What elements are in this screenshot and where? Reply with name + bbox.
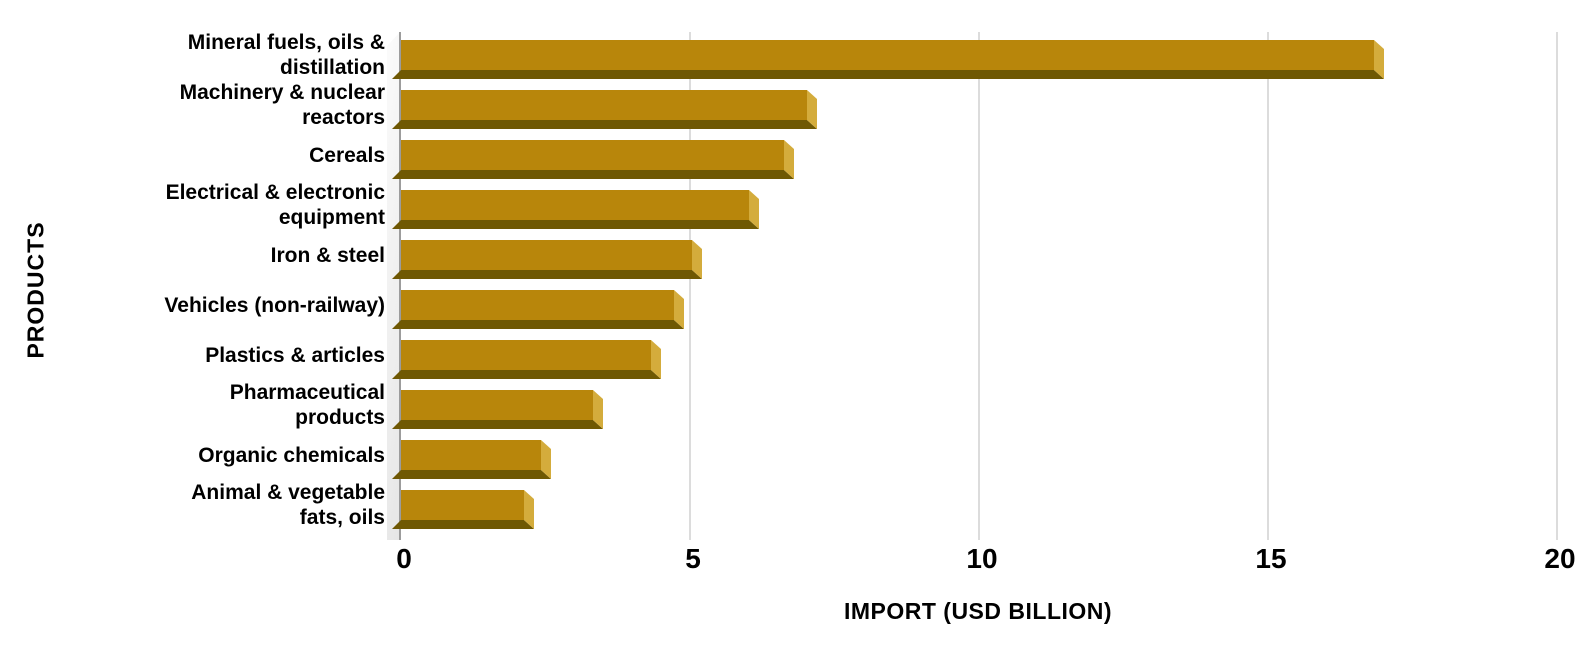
bar xyxy=(392,240,702,279)
category-label: Vehicles (non-railway) xyxy=(164,293,385,317)
bar-row: Pharmaceutical products xyxy=(0,381,1587,434)
category-label: Mineral fuels, oils & distillation xyxy=(187,31,385,79)
bar-end-bevel xyxy=(692,240,702,279)
bar-row: Iron & steel xyxy=(0,234,1587,284)
category-label: Cereals xyxy=(309,143,385,167)
x-tick-label: 20 xyxy=(1544,543,1576,574)
x-tick-label: 10 xyxy=(966,543,998,574)
bar-row: Vehicles (non-railway) xyxy=(0,284,1587,334)
category-label: Machinery & nuclear reactors xyxy=(179,81,385,129)
bar-end-bevel xyxy=(1374,40,1384,79)
category-label: Organic chemicals xyxy=(198,443,385,467)
bar-bottom-shade xyxy=(392,270,702,279)
bar-face xyxy=(401,40,1374,70)
plot-wall-3d xyxy=(387,32,400,540)
bar-face xyxy=(401,390,593,420)
x-tick-label: 15 xyxy=(1255,543,1287,574)
category-label: Pharmaceutical products xyxy=(229,381,385,429)
bar-row: Cereals xyxy=(0,134,1587,184)
bar-row: Plastics & articles xyxy=(0,334,1587,384)
bar-face xyxy=(401,340,651,370)
gridline xyxy=(689,32,691,540)
bar-face xyxy=(401,190,749,220)
bar xyxy=(392,340,661,379)
bar-end-bevel xyxy=(524,490,534,529)
bar-row: Electrical & electronic equipment xyxy=(0,181,1587,234)
category-label: Animal & vegetable fats, oils xyxy=(191,481,385,529)
bar-face xyxy=(401,240,692,270)
bar-bottom-shade xyxy=(392,320,684,329)
bar xyxy=(392,140,794,179)
x-tick-label: 5 xyxy=(685,543,701,574)
bar-row: Mineral fuels, oils & distillation xyxy=(0,31,1587,84)
bar-end-bevel xyxy=(651,340,661,379)
category-label: Plastics & articles xyxy=(205,343,385,367)
bar-face xyxy=(401,140,784,170)
bar-end-bevel xyxy=(784,140,794,179)
bar-end-bevel xyxy=(674,290,684,329)
bar-row: Machinery & nuclear reactors xyxy=(0,81,1587,134)
x-tick-label: 0 xyxy=(396,543,412,574)
bar-bottom-shade xyxy=(392,120,817,129)
gridline xyxy=(1267,32,1269,540)
bar xyxy=(392,40,1384,79)
bar-bottom-shade xyxy=(392,370,661,379)
bar-row: Animal & vegetable fats, oils xyxy=(0,481,1587,534)
bar-bottom-shade xyxy=(392,470,551,479)
x-axis-title: IMPORT (USD BILLION) xyxy=(843,598,1113,624)
bar-face xyxy=(401,90,807,120)
bar-end-bevel xyxy=(541,440,551,479)
bar xyxy=(392,290,684,329)
bar xyxy=(392,390,603,429)
bar-end-bevel xyxy=(807,90,817,129)
bar-face xyxy=(401,440,541,470)
bar-bottom-shade xyxy=(392,220,759,229)
bar-end-bevel xyxy=(749,190,759,229)
bar-bottom-shade xyxy=(392,70,1384,79)
bar xyxy=(392,190,759,229)
gridline xyxy=(978,32,980,540)
bar-row: Organic chemicals xyxy=(0,434,1587,484)
bar xyxy=(392,90,817,129)
category-label: Electrical & electronic equipment xyxy=(165,181,385,229)
bar-bottom-shade xyxy=(392,520,534,529)
bar-bottom-shade xyxy=(392,170,794,179)
bar-face xyxy=(401,290,674,320)
category-label: Iron & steel xyxy=(270,243,385,267)
bar xyxy=(392,490,534,529)
gridline xyxy=(1556,32,1558,540)
bar-end-bevel xyxy=(593,390,603,429)
y-axis-line xyxy=(399,32,401,540)
bar-face xyxy=(401,490,524,520)
bar xyxy=(392,440,551,479)
bar-bottom-shade xyxy=(392,420,603,429)
